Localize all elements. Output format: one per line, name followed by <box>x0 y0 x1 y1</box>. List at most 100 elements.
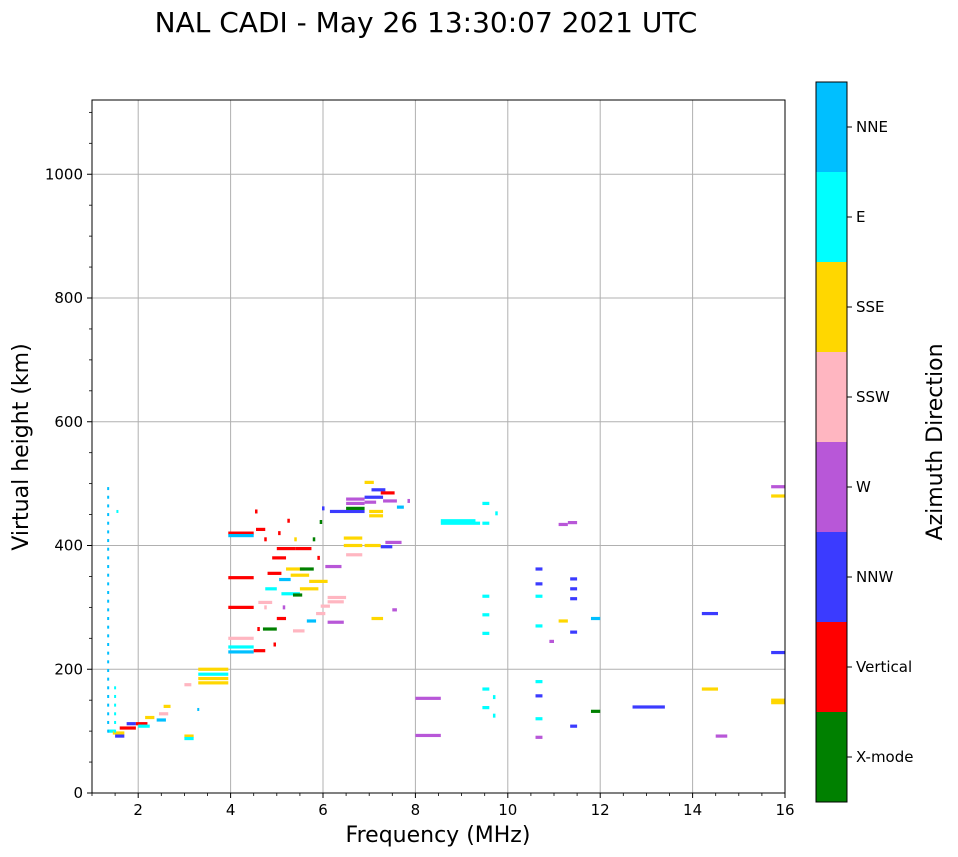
trace-dot-1-0 <box>114 729 117 733</box>
trace-dot-0-1 <box>107 720 110 724</box>
echo-dot-2 <box>278 531 281 536</box>
trace-dot-1-2 <box>114 712 117 716</box>
echo-segment-14 <box>198 667 229 671</box>
echo-dot-7 <box>264 605 267 610</box>
echo-segment-48 <box>327 595 347 600</box>
trace-dot-0-28 <box>107 487 110 491</box>
echo-segment-67 <box>385 540 402 545</box>
echo-segment-19 <box>228 645 254 649</box>
echo-segment-105 <box>715 734 728 738</box>
echo-segment-84 <box>535 582 543 586</box>
echo-segment-3 <box>119 726 136 730</box>
echo-segment-25 <box>228 534 254 538</box>
echo-dot-10 <box>312 537 316 542</box>
echo-segment-55 <box>346 497 365 501</box>
echo-segment-30 <box>272 556 287 560</box>
plot-area-marks <box>107 480 785 741</box>
echo-segment-13 <box>184 736 194 741</box>
echo-segment-106 <box>771 485 785 489</box>
echo-segment-47 <box>325 564 342 569</box>
trace-dot-0-3 <box>107 703 110 707</box>
echo-segment-86 <box>535 624 543 628</box>
x-tick-label-6: 14 <box>683 801 702 819</box>
echo-segment-31 <box>276 546 296 551</box>
echo-segment-52 <box>343 536 363 540</box>
echo-dot-9 <box>282 605 286 610</box>
echo-segment-99 <box>570 724 578 728</box>
colorbar-swatch-ssw <box>816 352 847 442</box>
echo-dot-1 <box>264 537 267 542</box>
echo-segment-39 <box>309 579 328 583</box>
echo-segment-75 <box>482 501 490 506</box>
echo-segment-85 <box>535 594 543 598</box>
trace-dot-0-12 <box>107 625 110 629</box>
echo-segment-7 <box>145 715 155 720</box>
echo-segment-66 <box>383 499 397 503</box>
echo-segment-87 <box>535 680 543 684</box>
echo-dot-8 <box>273 642 276 647</box>
echo-segment-34 <box>286 567 305 571</box>
y-tick-label-3: 600 <box>54 413 83 431</box>
y-axis-label: Virtual height (km) <box>9 343 34 550</box>
echo-segment-68 <box>380 545 393 549</box>
echo-segment-18 <box>228 636 254 640</box>
echo-segment-74 <box>482 521 490 525</box>
x-tick-label-1: 4 <box>226 801 236 819</box>
echo-segment-56 <box>346 501 365 506</box>
echo-segment-20 <box>228 650 254 654</box>
echo-segment-69 <box>396 505 404 509</box>
echo-segment-23 <box>228 576 254 580</box>
echo-segment-10 <box>163 704 171 708</box>
echo-segment-92 <box>558 619 568 623</box>
echo-segment-44 <box>306 619 317 623</box>
trace-dot-0-27 <box>107 495 110 499</box>
trace-dot-0-17 <box>107 582 110 586</box>
echo-segment-79 <box>482 687 490 691</box>
echo-segment-51 <box>329 509 365 514</box>
trace-dot-0-6 <box>107 677 110 681</box>
echo-segment-61 <box>364 495 384 499</box>
echo-segment-15 <box>198 672 229 676</box>
echo-segment-50 <box>327 620 344 624</box>
trace-dot-0-11 <box>107 634 110 638</box>
echo-segment-98 <box>570 630 578 634</box>
colorbar-frame <box>815 81 848 803</box>
chart-title: NAL CADI - May 26 13:30:07 2021 UTC <box>155 6 698 39</box>
colorbar-label-nnw: NNW <box>856 568 893 586</box>
echo-segment-12 <box>184 734 194 738</box>
echo-segment-78 <box>482 631 490 635</box>
x-tick-label-0: 2 <box>133 801 143 819</box>
x-axis-label: Frequency (MHz) <box>346 823 531 848</box>
trace-dot-0-25 <box>107 513 110 517</box>
colorbar-label-x-mode: X-mode <box>856 748 913 766</box>
echo-segment-60 <box>369 514 384 518</box>
echo-segment-6 <box>138 724 150 728</box>
trace-dot-1-1 <box>114 720 117 724</box>
echo-segment-81 <box>415 696 441 700</box>
y-tick-label-4: 800 <box>54 289 83 307</box>
y-tick-label-5: 1000 <box>45 165 83 183</box>
trace-dot-2-0 <box>116 509 119 513</box>
echo-segment-71 <box>392 608 397 612</box>
echo-segment-22 <box>228 605 254 609</box>
trace-dot-1-3 <box>114 703 117 707</box>
echo-segment-1 <box>112 731 125 735</box>
echo-segment-108 <box>771 650 785 655</box>
echo-segment-32 <box>279 577 291 582</box>
echo-dot-4 <box>319 519 323 524</box>
echo-segment-102 <box>632 705 665 709</box>
echo-segment-80 <box>482 706 490 710</box>
echo-dot-14 <box>495 511 498 516</box>
plot-frame <box>91 99 786 794</box>
trace-dot-3-0 <box>197 707 200 711</box>
echo-segment-107 <box>771 494 785 498</box>
colorbar-swatch-nnw <box>816 532 847 622</box>
echo-segment-63 <box>364 480 374 484</box>
colorbar: X-mode Vertical NNW W SSW SSE E NNE <box>815 81 913 803</box>
x-axis-ticks: 2 4 6 8 10 12 14 16 <box>91 793 795 819</box>
echo-dot-3 <box>287 518 290 523</box>
echo-dot-15 <box>492 713 496 718</box>
colorbar-label-e: E <box>856 208 865 226</box>
echo-segment-4 <box>126 722 136 726</box>
